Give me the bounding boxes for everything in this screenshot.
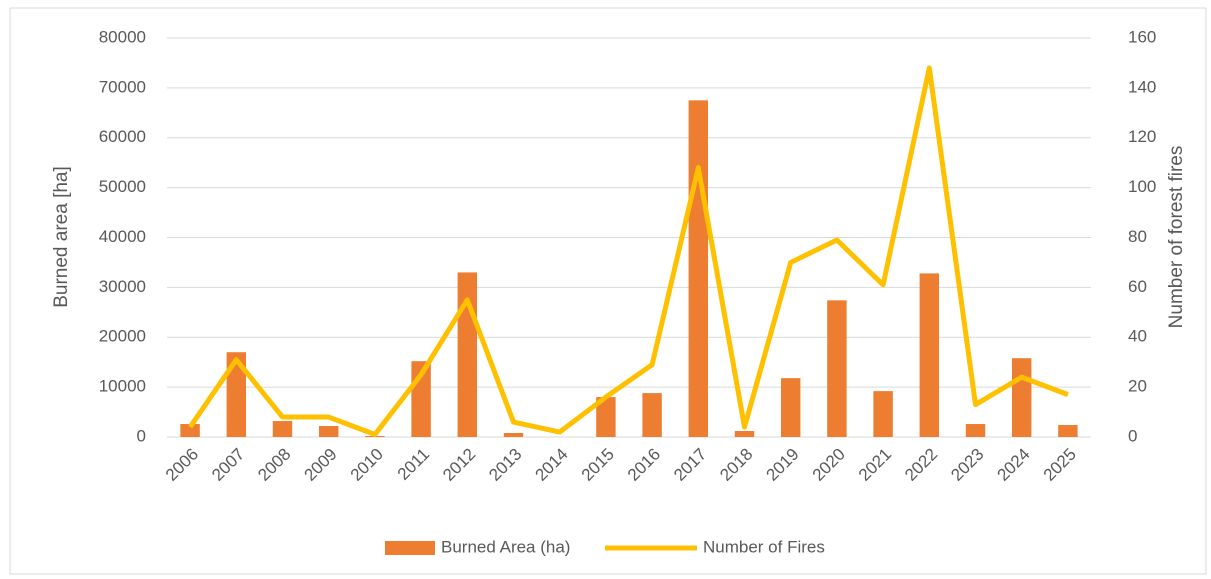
legend-label: Burned Area (ha) <box>441 537 570 556</box>
x-tick-label: 2012 <box>439 445 479 485</box>
x-tick-label: 2019 <box>763 445 803 485</box>
x-tick-label: 2008 <box>254 445 294 485</box>
y-tick-label: 70000 <box>99 77 146 96</box>
y2-tick-label: 160 <box>1128 27 1156 46</box>
bar <box>642 393 662 437</box>
x-tick-label: 2010 <box>347 445 387 485</box>
bar <box>1058 425 1078 437</box>
x-tick-label: 2014 <box>532 445 572 485</box>
x-tick-label: 2009 <box>301 445 341 485</box>
x-tick-label: 2006 <box>162 445 202 485</box>
y-tick-label: 30000 <box>99 277 146 296</box>
legend-label: Number of Fires <box>703 537 825 556</box>
x-tick-label: 2023 <box>947 445 987 485</box>
y-tick-label: 20000 <box>99 327 146 346</box>
bar <box>272 421 293 437</box>
y-axis-label: Burned area [ha] <box>51 166 72 308</box>
bar <box>180 424 200 437</box>
y2-axis-label: Number of forest fires <box>1166 146 1187 329</box>
bar <box>1011 358 1032 437</box>
y2-tick-label: 140 <box>1128 77 1156 96</box>
bar <box>965 424 986 437</box>
bar <box>503 433 524 437</box>
bar <box>827 300 847 437</box>
bar <box>596 397 616 437</box>
y-tick-label: 10000 <box>99 377 146 396</box>
legend-swatch <box>385 541 435 555</box>
bar <box>318 426 339 437</box>
bar <box>873 391 893 437</box>
y-tick-label: 50000 <box>99 177 146 196</box>
y2-tick-label: 20 <box>1128 377 1147 396</box>
x-tick-label: 2025 <box>1040 445 1080 485</box>
y2-tick-label: 80 <box>1128 227 1147 246</box>
bar <box>457 272 478 437</box>
y2-tick-label: 120 <box>1128 127 1156 146</box>
x-tick-label: 2022 <box>901 445 941 485</box>
bar <box>780 378 801 437</box>
x-tick-label: 2011 <box>394 445 433 484</box>
x-tick-label: 2024 <box>994 445 1034 485</box>
bar <box>688 100 709 437</box>
x-tick-label: 2017 <box>670 445 710 485</box>
chart-border <box>9 7 1207 575</box>
bar <box>734 431 755 437</box>
x-tick-label: 2015 <box>578 445 618 485</box>
y-tick-label: 40000 <box>99 227 146 246</box>
x-tick-label: 2018 <box>716 445 756 485</box>
y-tick-label: 0 <box>137 426 146 445</box>
y2-tick-label: 40 <box>1128 327 1147 346</box>
x-tick-label: 2013 <box>485 445 525 485</box>
y-tick-label: 80000 <box>99 27 146 46</box>
y-tick-label: 60000 <box>99 127 146 146</box>
line <box>188 65 1069 438</box>
y2-tick-label: 100 <box>1128 177 1156 196</box>
x-tick-label: 2016 <box>624 445 664 485</box>
bar <box>226 352 247 437</box>
x-tick-label: 2020 <box>809 445 849 485</box>
x-tick-label: 2007 <box>208 445 248 485</box>
bar <box>919 273 940 437</box>
y2-tick-label: 0 <box>1128 426 1137 445</box>
x-tick-label: 2021 <box>855 445 895 485</box>
y2-tick-label: 60 <box>1128 277 1147 296</box>
